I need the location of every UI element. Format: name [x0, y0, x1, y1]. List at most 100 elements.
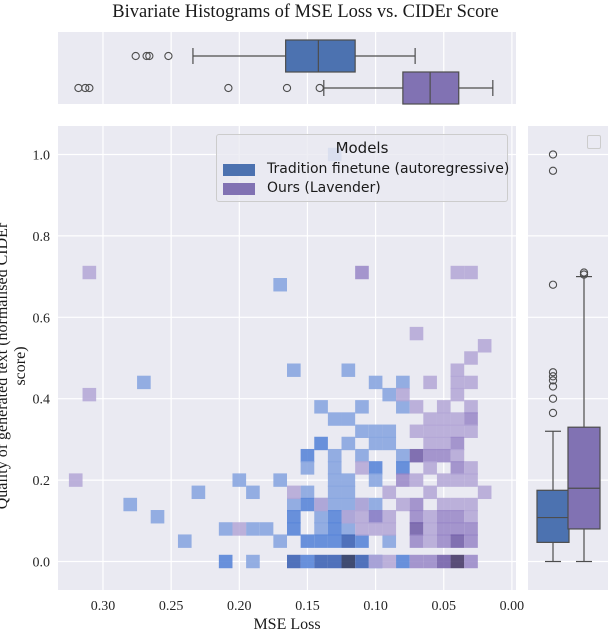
histogram-cell — [464, 375, 478, 390]
histogram-cell — [355, 448, 369, 463]
histogram-cell — [409, 326, 424, 341]
outlier-point — [548, 166, 558, 175]
histogram-cell — [464, 424, 478, 438]
box-iqr — [536, 489, 570, 543]
outlier-point — [85, 83, 94, 93]
histogram-cell — [355, 554, 369, 569]
histogram-cell — [355, 497, 369, 512]
histogram-cell — [368, 497, 383, 512]
histogram-cell — [287, 363, 301, 377]
histogram-cell — [409, 473, 424, 487]
y-tick-label: 1.0 — [33, 148, 51, 163]
histogram-cell — [355, 400, 369, 414]
histogram-cell — [287, 522, 301, 536]
histogram-cell — [287, 510, 301, 524]
histogram-cell — [327, 554, 342, 569]
histogram-cell — [355, 265, 369, 280]
histogram-cell — [191, 485, 206, 500]
histogram-cell — [409, 510, 424, 524]
histogram-cell — [368, 424, 383, 438]
histogram-cell — [287, 554, 301, 569]
histogram-cell — [232, 522, 247, 536]
box-lavender — [567, 268, 601, 563]
top-boxplot-panel — [58, 32, 516, 105]
box-iqr — [285, 39, 356, 73]
histogram-cell — [314, 436, 328, 451]
histogram-cell — [464, 351, 478, 365]
outlier-point — [548, 280, 558, 289]
histogram-cell — [396, 400, 410, 414]
histogram-cell — [246, 522, 260, 536]
histogram-cell — [314, 554, 328, 569]
histogram-cell — [341, 363, 356, 377]
histogram-cell — [287, 485, 301, 500]
histogram-cell — [382, 534, 397, 548]
box-iqr — [402, 71, 460, 105]
histogram-cell — [423, 461, 437, 475]
histogram-cell — [450, 436, 465, 451]
outlier-point — [548, 408, 558, 418]
chart-title: Bivariate Histograms of MSE Loss vs. CID… — [112, 2, 499, 22]
histogram-cell — [409, 534, 424, 548]
histogram-cell — [409, 497, 424, 512]
histogram-cell — [436, 510, 451, 524]
histogram-cell — [246, 554, 260, 569]
histogram-cell — [450, 424, 465, 438]
histogram-cell — [382, 436, 397, 451]
histogram-cell — [450, 363, 465, 377]
histogram-cell — [355, 461, 369, 475]
histogram-cell — [300, 554, 315, 569]
histogram-cell — [327, 485, 342, 500]
outlier-point — [131, 51, 140, 61]
outlier-point — [142, 51, 151, 61]
histogram-cell — [382, 424, 397, 438]
histogram-cell — [423, 375, 437, 390]
histogram-cell — [273, 473, 287, 487]
histogram-cell — [409, 522, 424, 536]
histogram-cell — [382, 522, 397, 536]
histogram-cell — [450, 387, 465, 402]
histogram-cell — [436, 436, 451, 451]
histogram-cell — [450, 534, 465, 548]
outlier-point — [548, 372, 558, 381]
histogram-cell — [368, 375, 383, 390]
histogram-cell — [396, 387, 410, 402]
histogram-cell — [273, 278, 287, 292]
histogram-cell — [314, 510, 328, 524]
histogram-cell — [396, 375, 410, 390]
histogram-cell — [327, 522, 342, 536]
x-axis-label: MSE Loss — [253, 616, 321, 633]
legend-swatch-2 — [223, 183, 255, 195]
histogram-cell — [341, 554, 356, 569]
histogram-cell — [287, 497, 301, 512]
legend-title: Models — [335, 139, 389, 157]
outlier-point — [548, 382, 558, 391]
y-tick-label: 0.0 — [33, 556, 51, 571]
x-tick-label: 0.05 — [432, 599, 457, 614]
outlier-point — [74, 83, 83, 93]
histogram-cell — [68, 473, 83, 487]
y-tick-label: 0.2 — [33, 474, 51, 489]
histogram-cell — [368, 436, 383, 451]
histogram-cell — [464, 497, 478, 512]
histogram-cell — [341, 534, 356, 548]
histogram-cell — [314, 497, 328, 512]
y-axis-label: Quality of generated text (normalised CI… — [0, 222, 29, 510]
histogram-cell — [300, 534, 315, 548]
histogram-cell — [300, 461, 315, 475]
histogram-cell — [423, 436, 437, 451]
histogram-cell — [464, 534, 478, 548]
histogram-cell — [327, 510, 342, 524]
histogram-cell — [396, 497, 410, 512]
x-tick-label: 0.20 — [227, 599, 252, 614]
legend-swatch-1 — [223, 164, 255, 176]
y-tick-label: 0.4 — [33, 393, 51, 408]
histogram-cell — [355, 510, 369, 524]
histogram-cell — [436, 554, 451, 569]
histogram-cell — [123, 497, 138, 512]
histogram-cell — [314, 400, 328, 414]
histogram-cell — [314, 522, 328, 536]
histogram-cell — [477, 339, 492, 353]
histogram-cell — [355, 522, 369, 536]
